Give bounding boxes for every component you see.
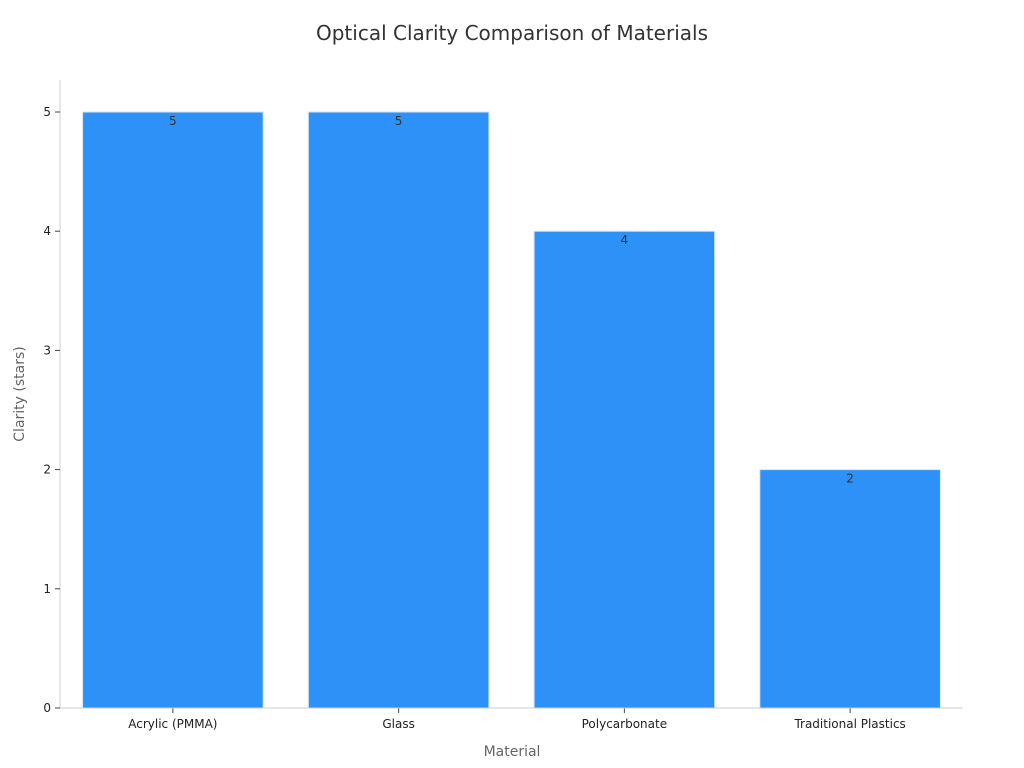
chart-title: Optical Clarity Comparison of Materials xyxy=(316,21,708,45)
bar xyxy=(307,111,490,709)
y-tick-label: 4 xyxy=(43,224,51,238)
bars-layer xyxy=(82,111,941,709)
x-tick-label: Traditional Plastics xyxy=(793,717,905,731)
bar xyxy=(82,111,264,709)
axes-layer: Acrylic (PMMA) Glass Polycarbonate Traditio… xyxy=(43,79,963,731)
bar xyxy=(759,469,941,709)
data-label: 4 xyxy=(621,233,629,247)
y-tick-label: 0 xyxy=(43,701,51,715)
x-axis-label: Material xyxy=(484,744,541,760)
x-tick-label: Acrylic (PMMA) xyxy=(128,717,217,731)
y-tick-label: 1 xyxy=(43,582,51,596)
data-label: 5 xyxy=(169,114,177,128)
data-label: 2 xyxy=(846,472,854,486)
y-tick-label: 2 xyxy=(43,463,51,477)
bar xyxy=(533,230,716,709)
data-labels-layer: 5 5 4 2 xyxy=(169,114,854,486)
y-tick-label: 3 xyxy=(43,343,51,357)
x-tick-label: Glass xyxy=(382,717,415,731)
data-label: 5 xyxy=(395,114,403,128)
y-axis-label: Clarity (stars) xyxy=(12,346,28,441)
x-tick-label: Polycarbonate xyxy=(582,717,667,731)
y-tick-label: 5 xyxy=(43,105,51,119)
